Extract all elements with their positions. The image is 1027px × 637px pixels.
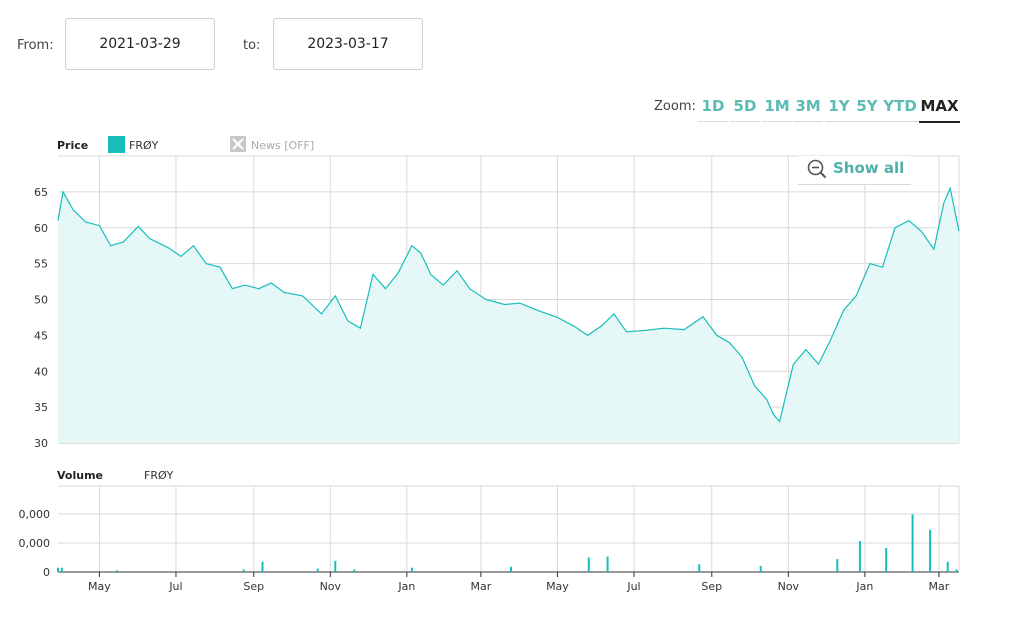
volume-bar — [510, 566, 512, 572]
volume-bar — [334, 560, 337, 572]
volume-bar — [698, 564, 701, 572]
news-toggle-label[interactable]: News [OFF] — [251, 139, 314, 152]
price-y-axis: 30 35 40 45 50 55 60 65 — [34, 186, 48, 450]
volume-y-tick-label: 0 — [43, 566, 50, 579]
to-date-value: 2023-03-17 — [307, 36, 389, 52]
x-tick-label: Nov — [320, 580, 342, 593]
price-y-tick-label: 30 — [34, 437, 48, 450]
volume-bar — [858, 541, 861, 572]
x-tick-label: Jan — [855, 580, 873, 593]
volume-y-tick-label: 0,000 — [19, 537, 51, 550]
volume-bar — [759, 566, 762, 572]
volume-title: Volume — [57, 469, 103, 482]
price-y-tick-label: 65 — [34, 186, 48, 199]
volume-bar — [316, 568, 319, 572]
volume-grid — [58, 485, 960, 573]
zoom-1d-button[interactable]: 1D — [698, 93, 728, 122]
price-series-line — [57, 186, 960, 423]
volume-bar — [929, 529, 932, 572]
zoom-1m-button[interactable]: 1M — [762, 93, 792, 122]
show-all-button[interactable]: Show all — [798, 156, 911, 185]
volume-bar — [60, 567, 63, 572]
volume-bar — [57, 567, 59, 572]
x-tick-label: Mar — [471, 580, 492, 593]
price-y-tick-label: 60 — [34, 222, 48, 235]
x-tick-label: Jan — [397, 580, 415, 593]
show-all-label: Show all — [833, 159, 905, 177]
price-y-tick-label: 55 — [34, 258, 48, 271]
x-tick-label: May — [88, 580, 111, 593]
zoom-max-button[interactable]: MAX — [919, 93, 960, 123]
from-date-input[interactable]: 2021-03-29 — [65, 18, 215, 70]
x-tick-label: Jul — [168, 580, 182, 593]
price-y-tick-label: 40 — [34, 365, 48, 378]
volume-bar — [587, 557, 590, 572]
price-area — [58, 188, 959, 443]
price-y-tick-label: 35 — [34, 401, 48, 414]
to-label: to: — [243, 38, 261, 53]
x-tick-label: Mar — [929, 580, 950, 593]
zoom-5y-button[interactable]: 5Y — [853, 93, 881, 122]
x-tick-label: May — [546, 580, 569, 593]
volume-bar — [410, 567, 413, 572]
volume-y-tick-label: 0,000 — [19, 508, 51, 521]
volume-bar — [946, 561, 949, 572]
volume-bar — [911, 514, 914, 572]
volume-bar — [955, 569, 958, 572]
volume-bar — [885, 547, 888, 572]
volume-y-axis: 0 0,000 0,000 — [19, 508, 51, 579]
x-tick-label: Sep — [701, 580, 722, 593]
x-tick-label: Sep — [243, 580, 264, 593]
from-label: From: — [17, 38, 54, 53]
price-title: Price — [57, 139, 88, 152]
price-y-tick-label: 45 — [34, 329, 48, 342]
price-legend-label[interactable]: FRØY — [129, 139, 159, 152]
x-tick-label: Nov — [778, 580, 800, 593]
volume-bar — [242, 569, 245, 572]
zoom-label: Zoom: — [654, 99, 696, 114]
volume-legend-label[interactable]: FRØY — [144, 469, 174, 482]
volume-bar — [116, 570, 118, 572]
zoom-ytd-button[interactable]: YTD — [882, 93, 918, 122]
price-y-tick-label: 50 — [34, 294, 48, 307]
news-toggle-checkbox[interactable] — [230, 136, 246, 152]
volume-bar — [836, 559, 839, 572]
volume-bar — [606, 556, 609, 572]
x-tick-label: Jul — [626, 580, 640, 593]
zoom-out-icon — [807, 159, 827, 179]
volume-bars — [57, 514, 958, 572]
volume-bar — [353, 569, 356, 572]
zoom-5d-button[interactable]: 5D — [730, 93, 760, 122]
x-axis: May Jul Sep Nov Jan Mar May Jul Sep Nov Jan Mar — [88, 572, 950, 593]
volume-bar — [261, 561, 264, 572]
from-date-value: 2021-03-29 — [99, 36, 181, 52]
to-date-input[interactable]: 2023-03-17 — [273, 18, 423, 70]
zoom-3m-button[interactable]: 3M — [793, 93, 823, 122]
zoom-1y-button[interactable]: 1Y — [825, 93, 853, 122]
price-legend-swatch[interactable] — [108, 136, 125, 153]
